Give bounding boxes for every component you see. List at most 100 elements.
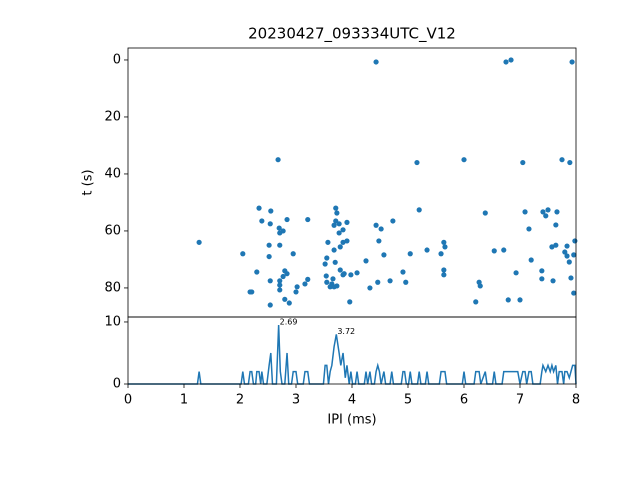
scatter-point xyxy=(545,207,551,213)
scatter-point xyxy=(363,258,369,264)
scatter-point xyxy=(526,226,532,232)
scatter-point xyxy=(381,252,387,258)
scatter-point xyxy=(277,278,283,284)
scatter-point xyxy=(305,276,311,282)
histogram-line xyxy=(128,325,577,385)
scatter-point xyxy=(331,247,337,253)
scatter-point xyxy=(566,259,572,265)
scatter-point xyxy=(290,251,296,257)
scatter-point xyxy=(539,276,545,282)
scatter-point xyxy=(305,216,311,223)
scatter-point xyxy=(330,276,336,282)
scatter-point xyxy=(540,209,546,215)
scatter-point xyxy=(337,244,343,250)
x-tick-label: 5 xyxy=(404,393,412,408)
scatter-point xyxy=(266,253,272,260)
scatter-point xyxy=(282,296,288,302)
scatter-point xyxy=(559,157,565,163)
scatter-point xyxy=(400,269,406,275)
scatter-point xyxy=(280,228,286,234)
scatter-point xyxy=(549,244,555,250)
scatter-point xyxy=(340,239,346,245)
scatter-point xyxy=(513,270,519,276)
y-tick-label: 40 xyxy=(104,166,121,181)
x-tick-label: 4 xyxy=(348,393,356,408)
scatter-point xyxy=(517,297,523,303)
peak-annotation: 2.69 xyxy=(280,318,298,327)
scatter-point xyxy=(520,159,526,166)
scatter-point xyxy=(367,285,373,291)
scatter-point xyxy=(276,225,282,231)
scatter-point xyxy=(336,230,342,236)
scatter-point xyxy=(341,271,347,277)
scatter-point xyxy=(280,273,286,280)
scatter-point xyxy=(505,297,511,303)
scatter-point xyxy=(340,227,346,233)
scatter-point xyxy=(277,242,283,248)
scatter-point xyxy=(247,289,253,295)
scatter-point xyxy=(240,251,246,257)
scatter-point xyxy=(441,239,447,245)
scatter-point xyxy=(378,226,384,232)
scatter-point xyxy=(266,242,272,248)
scatter-point xyxy=(267,278,273,284)
scatter-point xyxy=(550,278,556,284)
scatter-point xyxy=(522,209,528,215)
y-tick-label: 10 xyxy=(104,314,121,329)
scatter-point xyxy=(284,271,290,277)
scatter-point xyxy=(324,255,330,261)
y-axis-label: t (s) xyxy=(81,169,96,195)
scatter-point xyxy=(324,279,330,285)
scatter-point xyxy=(323,273,329,279)
scatter-point xyxy=(567,159,573,166)
scatter-point xyxy=(284,216,290,223)
scatter-point xyxy=(553,222,559,228)
scatter-point xyxy=(196,239,202,245)
x-tick-label: 2 xyxy=(236,393,244,408)
scatter-point xyxy=(491,248,497,254)
scatter-point xyxy=(442,244,448,250)
scatter-point xyxy=(256,205,262,211)
scatter-point xyxy=(268,208,274,214)
x-tick-label: 3 xyxy=(292,393,300,408)
scatter-point xyxy=(275,157,281,163)
y-tick-label: 20 xyxy=(104,109,121,124)
scatter-point xyxy=(254,269,260,275)
x-tick-label: 1 xyxy=(180,393,188,408)
scatter-point xyxy=(543,213,549,219)
scatter-point xyxy=(293,289,299,295)
scatter-point xyxy=(373,59,379,65)
x-axis-label: IPI (ms) xyxy=(327,413,376,428)
scatter-point xyxy=(562,249,568,255)
scatter-point xyxy=(354,270,360,276)
x-tick-label: 6 xyxy=(460,393,468,408)
scatter-point xyxy=(414,159,420,166)
scatter-point xyxy=(387,278,393,284)
scatter-point xyxy=(277,282,283,288)
scatter-point xyxy=(441,267,447,273)
scatter-point xyxy=(482,210,488,216)
scatter-point xyxy=(569,59,575,65)
y-tick-label: 60 xyxy=(104,223,121,238)
x-tick-label: 7 xyxy=(516,393,524,408)
scatter-point xyxy=(553,242,559,248)
scatter-point xyxy=(331,284,337,290)
scatter-point xyxy=(424,247,430,253)
scatter-point xyxy=(407,251,413,257)
scatter-point xyxy=(267,302,273,308)
scatter-point xyxy=(501,247,507,253)
scatter-point xyxy=(441,272,447,278)
scatter-point xyxy=(564,253,570,259)
scatter-point xyxy=(332,259,338,265)
scatter-point xyxy=(438,251,444,257)
scatter-point xyxy=(403,279,409,285)
scatter-point xyxy=(477,283,483,289)
y-tick-label: 0 xyxy=(113,377,121,392)
scatter-point xyxy=(376,238,382,244)
y-tick-label: 80 xyxy=(104,280,121,295)
x-tick-label: 8 xyxy=(572,393,580,408)
scatter-point xyxy=(539,268,545,274)
scatter-point xyxy=(286,300,292,306)
scatter-point xyxy=(571,252,577,258)
